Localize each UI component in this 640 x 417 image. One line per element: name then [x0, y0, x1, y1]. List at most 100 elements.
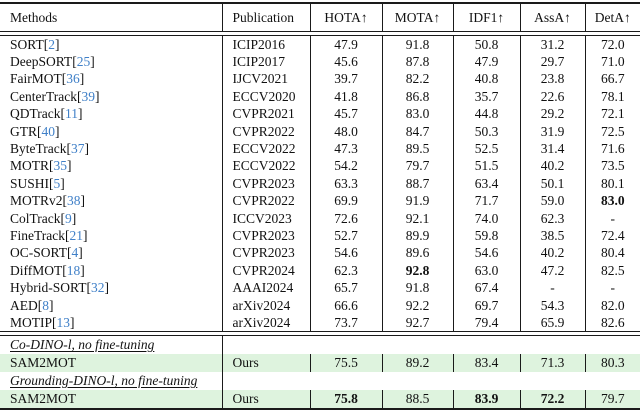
metric-cell-idf1: 54.6: [452, 244, 520, 262]
metric-cell-idf1: 83.9: [452, 389, 520, 409]
metric-cell-hota: 47.3: [309, 139, 382, 158]
metric-cell-idf1: 40.8: [452, 70, 520, 88]
citation-link[interactable]: 11: [65, 106, 78, 122]
citation-link[interactable]: 18: [66, 262, 81, 278]
metric-cell-mota: 92.7: [381, 314, 453, 332]
metric-cell-hota: 39.7: [309, 70, 382, 88]
publication-cell: ECCV2022: [221, 157, 310, 175]
metric-cell-hota: 75.8: [309, 389, 382, 409]
method-name: AED: [10, 297, 38, 313]
empty-cell: [221, 371, 310, 390]
empty-cell: [221, 335, 310, 354]
empty-cell: [310, 335, 640, 354]
metric-cell-deta: 82.0: [584, 296, 640, 314]
method-name: Hybrid-SORT: [10, 280, 87, 296]
method-name: FineTrack: [10, 227, 66, 243]
publication-cell: CVPR2021: [221, 105, 310, 123]
metric-cell-assa: 65.9: [519, 314, 585, 332]
citation-link[interactable]: 4: [71, 245, 79, 261]
metric-cell-assa: 31.9: [519, 122, 585, 140]
method-cell: SAM2MOT: [0, 389, 222, 409]
metric-cell-assa: 54.3: [519, 296, 585, 314]
metric-cell-mota: 91.8: [381, 279, 453, 297]
metric-cell-deta: -: [584, 279, 640, 297]
citation-link[interactable]: 8: [42, 297, 49, 313]
metric-cell-mota: 82.2: [381, 70, 453, 88]
citation-link[interactable]: 37: [71, 140, 85, 156]
metric-cell-assa: 40.2: [519, 244, 585, 262]
method-cell: SORT[2]: [10, 36, 60, 52]
citation-link[interactable]: 25: [76, 53, 91, 69]
method-name: SAM2MOT: [10, 354, 77, 370]
metric-cell-deta: 72.1: [584, 105, 640, 123]
metric-cell-deta: 78.1: [584, 87, 640, 106]
column-header-deta: DetA↑: [584, 3, 640, 32]
table-row: GTR[40] CVPR2022 48.0 84.7 50.3 31.9 72.5: [0, 122, 640, 140]
table-row: MOTRv2[38] CVPR2022 69.9 91.9 71.7 59.0 83.0: [0, 192, 640, 210]
metric-cell-idf1: 79.4: [452, 314, 520, 332]
table-row: ByteTrack[37] ECCV2022 47.3 89.5 52.5 31.4 71.…: [0, 139, 640, 158]
method-cell: AED[8]: [10, 297, 54, 313]
metric-cell-hota: 65.7: [309, 279, 382, 297]
publication-cell: ICIP2016: [221, 35, 310, 53]
metric-cell-idf1: 71.7: [452, 192, 520, 210]
method-name: CenterTrack: [10, 88, 77, 104]
method-name: MOTR: [10, 158, 50, 174]
metric-cell-idf1: 50.3: [452, 122, 520, 140]
metric-cell-hota: 45.6: [309, 52, 382, 71]
table-row: MOTIP[13] arXiv2024 73.7 92.7 79.4 65.9 82.6: [0, 314, 640, 332]
metric-cell-mota: 89.5: [381, 139, 453, 158]
metric-cell-mota: 92.1: [381, 209, 453, 227]
metric-cell-assa: 22.6: [519, 87, 585, 106]
metric-cell-hota: 41.8: [309, 87, 382, 106]
double-rule-spacer-cell: [0, 331, 640, 336]
citation-link[interactable]: 32: [90, 280, 105, 296]
metric-cell-deta: -: [584, 209, 640, 227]
citation-link[interactable]: 40: [41, 123, 56, 139]
metric-cell-idf1: 59.8: [452, 226, 520, 245]
method-name: SUSHI: [10, 175, 50, 191]
publication-cell: Ours: [221, 353, 310, 372]
metric-cell-idf1: 47.9: [452, 52, 520, 71]
citation-link[interactable]: 35: [53, 158, 68, 174]
method-cell: ByteTrack[37]: [10, 140, 89, 156]
method-name: MOTRv2: [10, 193, 63, 209]
publication-cell: CVPR2023: [221, 174, 310, 193]
metric-cell-assa: 59.0: [519, 192, 585, 210]
publication-cell: ICIP2017: [221, 52, 310, 71]
metric-cell-mota: 89.2: [381, 353, 453, 372]
citation-link[interactable]: 36: [66, 71, 80, 87]
metric-cell-mota: 79.7: [381, 157, 453, 175]
citation-link[interactable]: 9: [65, 210, 72, 226]
citation-link[interactable]: 38: [67, 193, 81, 209]
publication-cell: arXiv2024: [221, 296, 310, 314]
metric-cell-mota: 83.0: [381, 105, 453, 123]
metric-cell-idf1: 35.7: [452, 87, 520, 106]
column-header-mota: MOTA↑: [381, 3, 453, 32]
section-title: Co-DINO-l, no fine-tuning: [10, 336, 155, 352]
citation-link[interactable]: 13: [56, 315, 71, 330]
table-row: SAM2MOT Ours 75.8 88.5 83.9 72.2 79.7: [0, 389, 640, 409]
metric-cell-assa: 72.2: [519, 389, 585, 409]
citation-link[interactable]: 39: [81, 88, 96, 104]
double-rule-spacer-cell: [0, 31, 640, 36]
metric-cell-mota: 87.8: [381, 52, 453, 71]
metric-cell-idf1: 69.7: [452, 296, 520, 314]
table-row: SAM2MOT Ours 75.5 89.2 83.4 71.3 80.3: [0, 353, 640, 372]
publication-cell: ECCV2020: [221, 87, 310, 106]
table-row: DiffMOT[18] CVPR2024 62.3 92.8 63.0 47.2 82.5: [0, 261, 640, 280]
citation-link[interactable]: 2: [48, 36, 55, 52]
method-cell: FineTrack[21]: [10, 227, 88, 243]
double-rule-spacer: [0, 331, 640, 336]
citation-link[interactable]: 21: [69, 227, 84, 243]
metric-cell-deta: 80.4: [584, 244, 640, 262]
metric-cell-assa: 31.2: [519, 35, 585, 53]
metric-cell-assa: 31.4: [519, 139, 585, 158]
citation-link[interactable]: 5: [53, 175, 61, 191]
method-name: SORT: [10, 36, 44, 52]
metric-cell-mota: 88.5: [381, 389, 453, 409]
column-header-publication: Publication: [221, 3, 310, 32]
publication-cell: Ours: [221, 389, 310, 409]
section-header-row: Grounding-DINO-l, no fine-tuning: [0, 371, 640, 390]
